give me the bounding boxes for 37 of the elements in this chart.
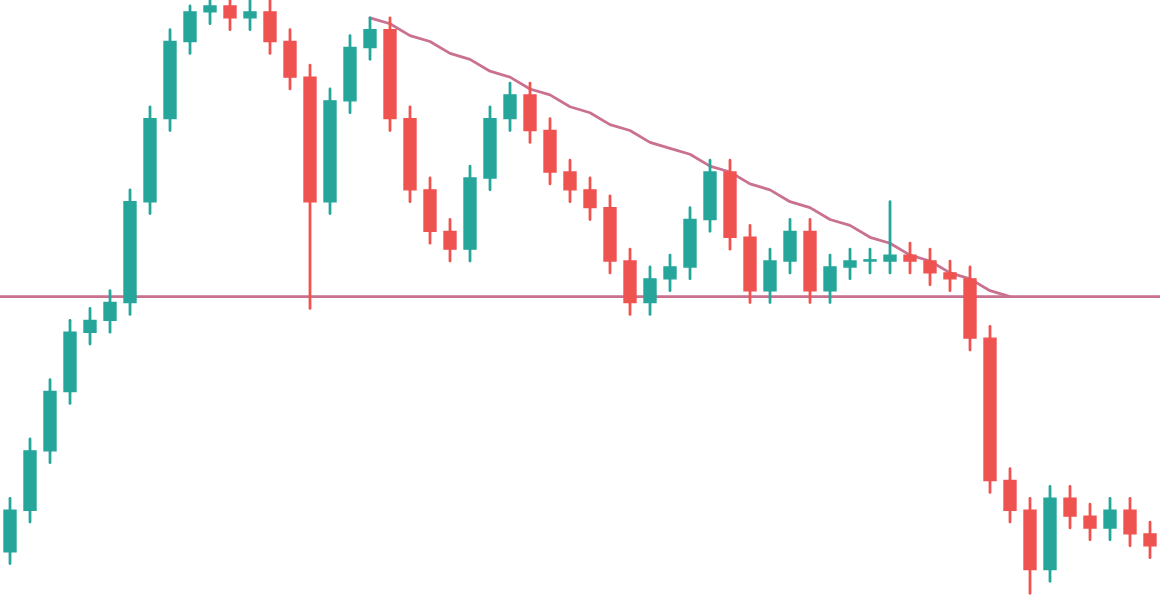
candlestick	[1063, 485, 1077, 530]
candlestick	[1083, 502, 1097, 542]
candlestick	[643, 265, 657, 316]
candlestick	[823, 253, 837, 304]
candlestick	[583, 176, 597, 221]
candlestick	[863, 247, 877, 275]
candlestick	[103, 289, 117, 334]
candlestick	[783, 218, 797, 275]
candlestick	[543, 117, 557, 186]
candlestick	[203, 0, 217, 26]
candlestick	[663, 253, 677, 293]
candlestick	[1103, 496, 1117, 542]
candlestick	[503, 81, 517, 132]
candlestick	[363, 16, 377, 61]
candlestick	[223, 0, 237, 32]
candlestick	[883, 200, 897, 275]
candlestick	[423, 176, 437, 245]
candlestick	[243, 0, 257, 32]
candlestick	[523, 81, 537, 144]
candlestick	[1143, 520, 1157, 560]
candlestick	[703, 158, 717, 233]
candlestick	[183, 4, 197, 55]
candlestick	[563, 158, 577, 204]
candlestick	[763, 247, 777, 304]
candlestick	[683, 206, 697, 281]
candlestick	[3, 496, 17, 565]
candlestick	[843, 247, 857, 281]
candlestick	[1123, 496, 1137, 548]
candlestick	[283, 28, 297, 91]
candlestick	[923, 247, 937, 287]
candlestick	[943, 259, 957, 293]
candlestick	[623, 247, 637, 316]
candlestick	[903, 241, 917, 275]
candlestick	[263, 0, 277, 55]
candlestick	[83, 307, 97, 346]
candlestick	[443, 218, 457, 263]
candlestick	[1003, 467, 1017, 524]
